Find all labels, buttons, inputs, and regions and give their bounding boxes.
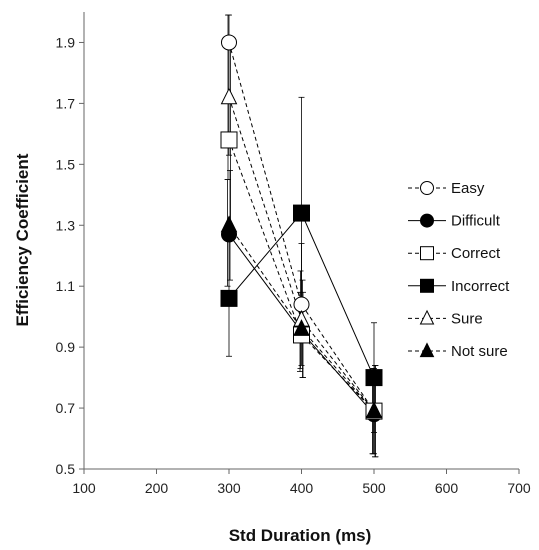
data-point-incorrect: [293, 204, 310, 222]
legend-marker: [420, 213, 434, 228]
legend-label: Correct: [451, 245, 501, 262]
x-tick-label: 100: [72, 480, 96, 496]
y-tick-label: 1.3: [56, 217, 76, 233]
data-point-not-sure: [220, 215, 238, 233]
y-axis-title: Efficiency Coefficient: [13, 153, 32, 326]
legend-label: Not sure: [451, 343, 508, 360]
x-tick-label: 600: [435, 480, 459, 496]
error-bars: [224, 14, 379, 458]
data-point-correct: [220, 131, 238, 149]
data-point-easy: [221, 34, 237, 51]
legend-marker: [420, 246, 434, 261]
legend: Easy Difficult Correct Incorrect Sure Not sur…: [408, 180, 510, 360]
data-point-easy: [293, 296, 310, 313]
y-tick-label: 1.7: [56, 95, 76, 111]
data-point-incorrect: [220, 289, 238, 307]
legend-label: Easy: [451, 180, 485, 197]
data-point-not-sure: [365, 401, 383, 419]
data-point-not-sure: [293, 319, 310, 336]
legend-label: Sure: [451, 310, 483, 327]
y-tick-label: 1.1: [56, 278, 76, 294]
y-tick-label: 1.9: [56, 34, 76, 50]
data-point-incorrect: [365, 369, 383, 387]
series-markers: [220, 34, 383, 423]
x-tick-label: 300: [217, 480, 241, 496]
x-tick-label: 500: [362, 480, 386, 496]
legend-marker: [419, 342, 435, 358]
legend-marker: [420, 181, 434, 195]
series-line-easy: [228, 42, 375, 412]
x-axis-title: Std Duration (ms): [229, 526, 372, 545]
x-tick-label: 200: [145, 480, 169, 496]
y-tick-label: 0.9: [56, 339, 76, 355]
x-tick-label: 700: [507, 480, 531, 496]
legend-label: Incorrect: [451, 278, 510, 295]
legend-marker: [419, 309, 435, 325]
y-tick-label: 1.5: [56, 156, 76, 172]
data-point-sure: [220, 87, 238, 105]
legend-marker: [420, 278, 434, 293]
y-tick-label: 0.5: [56, 461, 76, 477]
y-tick-label: 0.7: [56, 400, 76, 416]
axes: 0.5 0.7 0.9 1.1 1.3 1.5 1.7 1.9 100 200 300 400 500 6…: [56, 12, 531, 496]
legend-label: Difficult: [451, 213, 501, 230]
x-tick-label: 400: [290, 480, 314, 496]
